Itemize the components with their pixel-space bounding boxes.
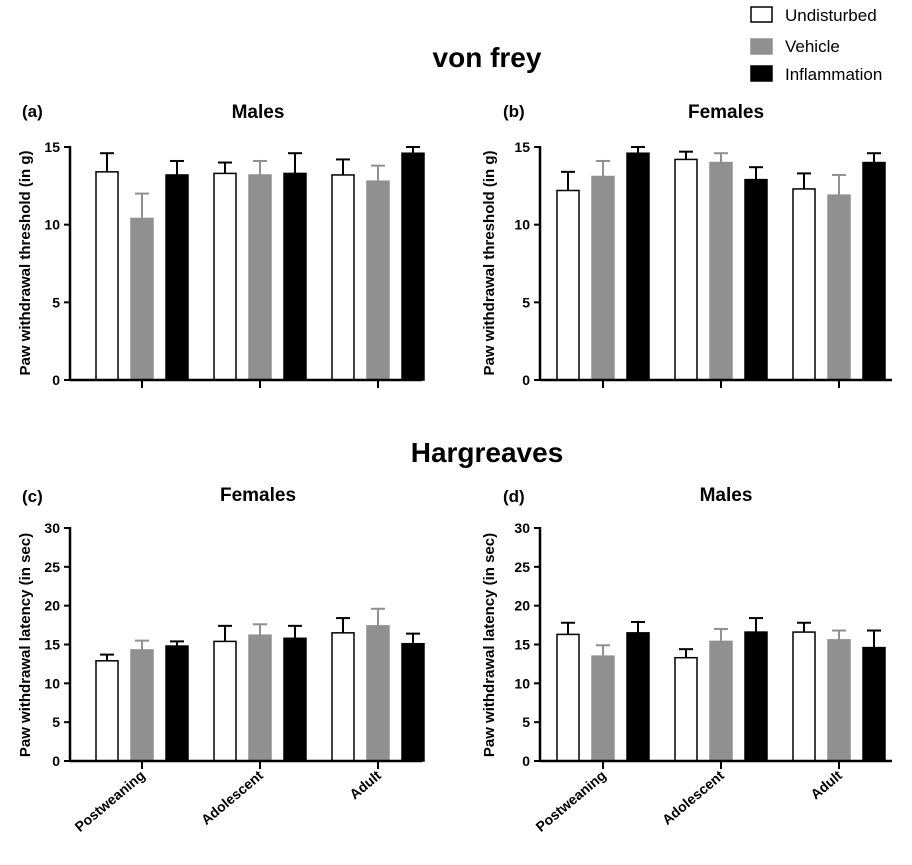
- y-axis-label: Paw withdrawal latency (in sec): [481, 533, 498, 757]
- panel-title: Males: [700, 485, 753, 506]
- y-tick-label: 10: [514, 675, 530, 691]
- bar-vehicle: [248, 634, 272, 762]
- bar-undisturbed: [95, 171, 119, 381]
- bar-vehicle: [591, 655, 615, 762]
- legend-label-inflammation: Inflammation: [785, 65, 882, 84]
- bar-vehicle: [248, 174, 272, 381]
- bar-undisturbed: [556, 633, 580, 762]
- x-category-label: Adult: [807, 767, 845, 802]
- panel-letter: (a): [22, 102, 43, 121]
- legend-label-vehicle: Vehicle: [785, 37, 840, 56]
- bar-vehicle: [130, 217, 154, 381]
- y-tick-label: 5: [52, 714, 60, 730]
- bar-vehicle: [591, 175, 615, 381]
- panel-title: Females: [220, 485, 296, 506]
- x-category-label: Adult: [346, 767, 384, 802]
- bar-undisturbed: [331, 632, 355, 762]
- y-axis-label: Paw withdrawal threshold (in g): [17, 150, 34, 375]
- bar-inflammation: [283, 172, 307, 381]
- legend-item-undisturbed: Undisturbed: [750, 6, 877, 25]
- y-axis-label: Paw withdrawal threshold (in g): [481, 150, 498, 375]
- bar-vehicle: [366, 180, 390, 381]
- x-category-label: Adolescent: [198, 767, 266, 828]
- x-category-label: Postweaning: [71, 767, 147, 835]
- y-tick-label: 20: [44, 598, 60, 614]
- panel-title: Males: [232, 102, 285, 123]
- bar-inflammation: [283, 637, 307, 762]
- bar-vehicle: [709, 161, 733, 381]
- y-tick-label: 20: [514, 598, 530, 614]
- y-axis-label: Paw withdrawal latency (in sec): [17, 533, 34, 757]
- bar-undisturbed: [213, 172, 237, 381]
- bar-inflammation: [165, 174, 189, 381]
- bar-inflammation: [744, 631, 768, 762]
- y-tick-label: 10: [44, 217, 60, 233]
- y-tick-label: 5: [52, 294, 60, 310]
- bar-inflammation: [862, 161, 886, 381]
- bar-undisturbed: [556, 189, 580, 381]
- y-tick-label: 15: [44, 139, 60, 155]
- legend-swatch-vehicle: [750, 38, 773, 55]
- bar-inflammation: [862, 646, 886, 762]
- bar-undisturbed: [331, 174, 355, 381]
- y-tick-label: 15: [514, 637, 530, 653]
- legend-label-undisturbed: Undisturbed: [785, 6, 877, 25]
- y-tick-label: 10: [514, 217, 530, 233]
- y-tick-label: 15: [44, 637, 60, 653]
- bar-undisturbed: [792, 631, 816, 762]
- bar-inflammation: [626, 152, 650, 381]
- bar-undisturbed: [95, 660, 119, 762]
- y-tick-label: 10: [44, 675, 60, 691]
- panel-b: (b) Females Paw withdrawal threshold (in g…: [481, 102, 892, 388]
- bar-inflammation: [401, 642, 425, 762]
- y-tick-label: 30: [44, 520, 60, 536]
- x-category-label: Adolescent: [659, 767, 727, 828]
- bar-vehicle: [366, 625, 390, 762]
- panel-c: (c) Females Paw withdrawal latency (in sec…: [17, 485, 425, 835]
- panel-letter: (d): [503, 487, 525, 506]
- y-tick-label: 0: [52, 372, 60, 388]
- bar-inflammation: [401, 152, 425, 381]
- bar-vehicle: [709, 640, 733, 762]
- bar-inflammation: [626, 632, 650, 762]
- legend-swatch-inflammation: [750, 65, 773, 82]
- panel-title: Females: [688, 102, 764, 123]
- panel-letter: (c): [22, 487, 43, 506]
- y-tick-label: 25: [44, 559, 60, 575]
- panel-d: (d) Males Paw withdrawal latency (in sec) 0…: [481, 485, 892, 835]
- panel-letter: (b): [503, 102, 525, 121]
- y-tick-label: 5: [522, 714, 530, 730]
- section-title-hargreaves: Hargreaves: [411, 437, 564, 468]
- legend: Undisturbed Vehicle Inflammation: [750, 6, 882, 84]
- bar-undisturbed: [674, 158, 698, 381]
- y-tick-label: 30: [514, 520, 530, 536]
- bar-inflammation: [744, 178, 768, 381]
- bar-vehicle: [130, 649, 154, 762]
- panel-a: (a) Males Paw withdrawal threshold (in g) 0…: [17, 102, 425, 388]
- x-category-label: Postweaning: [532, 767, 608, 835]
- y-tick-label: 25: [514, 559, 530, 575]
- legend-item-vehicle: Vehicle: [750, 37, 840, 56]
- bar-undisturbed: [792, 188, 816, 381]
- legend-swatch-undisturbed: [750, 6, 773, 23]
- y-tick-label: 0: [522, 372, 530, 388]
- bar-vehicle: [827, 639, 851, 762]
- legend-item-inflammation: Inflammation: [750, 65, 882, 84]
- y-tick-label: 15: [514, 139, 530, 155]
- bar-inflammation: [165, 645, 189, 762]
- bar-undisturbed: [674, 656, 698, 762]
- bar-undisturbed: [213, 640, 237, 762]
- section-title-von-frey: von frey: [433, 42, 542, 73]
- y-tick-label: 0: [522, 753, 530, 769]
- bar-vehicle: [827, 194, 851, 381]
- y-tick-label: 5: [522, 294, 530, 310]
- y-tick-label: 0: [52, 753, 60, 769]
